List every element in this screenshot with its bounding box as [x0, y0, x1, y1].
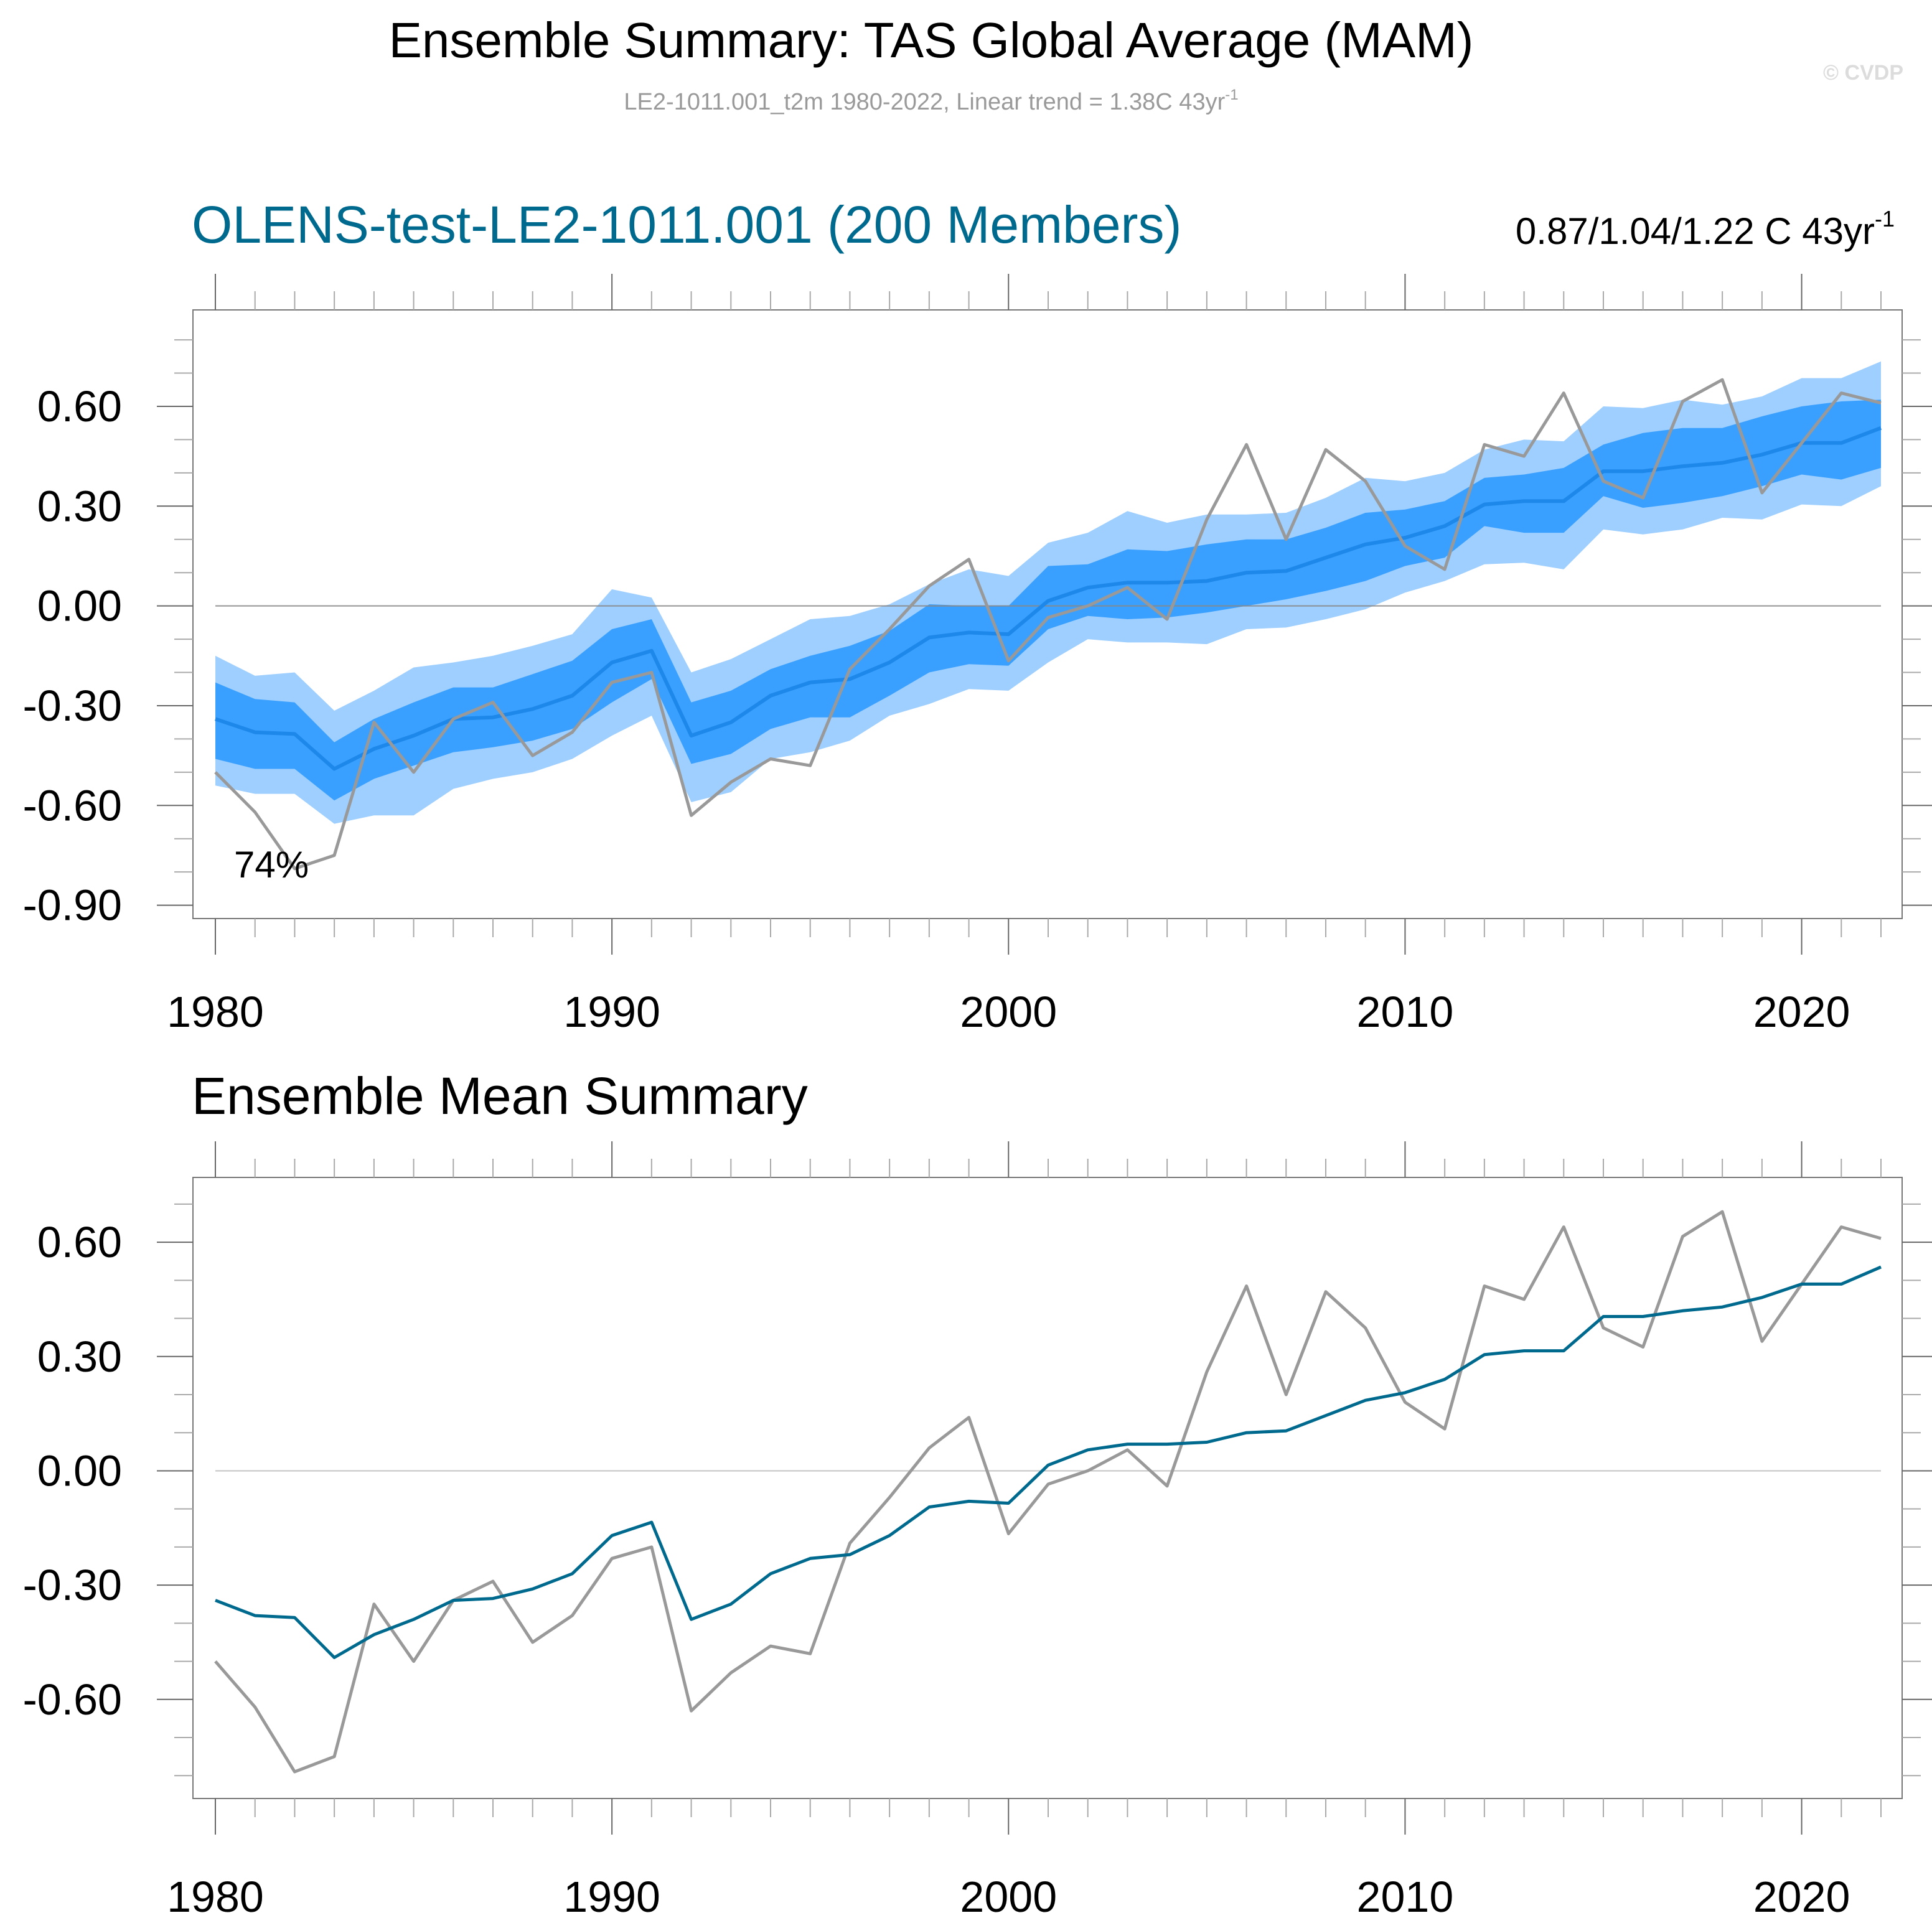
panel-2-plot-area: 1980 1990 2000 2010 2020 0.60 0.30 0.00 -0.30 -0.… — [22, 1141, 1932, 1913]
x-tick-label: 2020 — [1753, 1873, 1850, 1913]
subtitle-superscript: -1 — [1225, 87, 1238, 103]
ensemble-mean-panel: Ensemble Mean Summary 1980 1990 2000 2010 20… — [22, 1067, 1932, 1913]
y-tick-label: 0.30 — [37, 1332, 122, 1381]
x-tick-label: 1980 — [167, 1873, 264, 1913]
panel-1-plot-area: 1980 1990 2000 2010 2020 0.60 0.30 0.00 -0.30 -0.… — [22, 274, 1932, 1036]
x-tick-label: 2000 — [960, 988, 1057, 1036]
x-tick-label: 2020 — [1753, 988, 1850, 1036]
x-tick-label: 2010 — [1357, 988, 1454, 1036]
ensemble-mean-line — [215, 1265, 1882, 1659]
ensemble-spread-panel: OLENS-test-LE2-1011.001 (200 Members) 0.… — [22, 195, 1932, 1036]
x-tick-label: 2000 — [960, 1873, 1057, 1913]
y-tick-label: -0.90 — [22, 881, 122, 930]
x-tick-label: 1990 — [563, 1873, 660, 1913]
panel-1-title: OLENS-test-LE2-1011.001 (200 Members) — [192, 195, 1182, 254]
y-tick-label: -0.60 — [22, 781, 122, 830]
y-tick-label: 0.60 — [37, 382, 122, 431]
main-title: Ensemble Summary: TAS Global Average (MA… — [389, 12, 1474, 68]
trend-range-label: 0.87/1.04/1.22 C 43yr-1 — [1516, 206, 1895, 252]
observations-line — [214, 378, 1882, 871]
y-tick-label: 0.00 — [37, 1446, 122, 1495]
y-tick-label: -0.30 — [22, 1561, 122, 1609]
watermark: © CVDP — [1823, 61, 1903, 85]
panel-2-title: Ensemble Mean Summary — [192, 1067, 808, 1125]
x-tick-label: 1980 — [167, 988, 264, 1036]
percent-annotation: 74% — [234, 844, 309, 886]
ensemble-median-line — [215, 426, 1882, 771]
observations-line — [214, 1210, 1882, 1774]
trend-range-main: 0.87/1.04/1.22 C 43yr — [1516, 210, 1875, 252]
y-tick-label: 0.30 — [37, 482, 122, 530]
trend-range-superscript: -1 — [1875, 206, 1895, 232]
plot-frame — [192, 1177, 1903, 1799]
subtitle: LE2-1011.001_t2m 1980-2022, Linear trend… — [624, 87, 1238, 115]
x-tick-label: 2010 — [1357, 1873, 1454, 1913]
y-tick-label: -0.60 — [22, 1675, 122, 1724]
subtitle-main: LE2-1011.001_t2m 1980-2022, Linear trend… — [624, 89, 1225, 115]
x-tick-label: 1990 — [563, 988, 660, 1036]
y-tick-label: 0.00 — [37, 582, 122, 630]
y-tick-label: -0.30 — [22, 681, 122, 730]
y-tick-label: 0.60 — [37, 1218, 122, 1266]
